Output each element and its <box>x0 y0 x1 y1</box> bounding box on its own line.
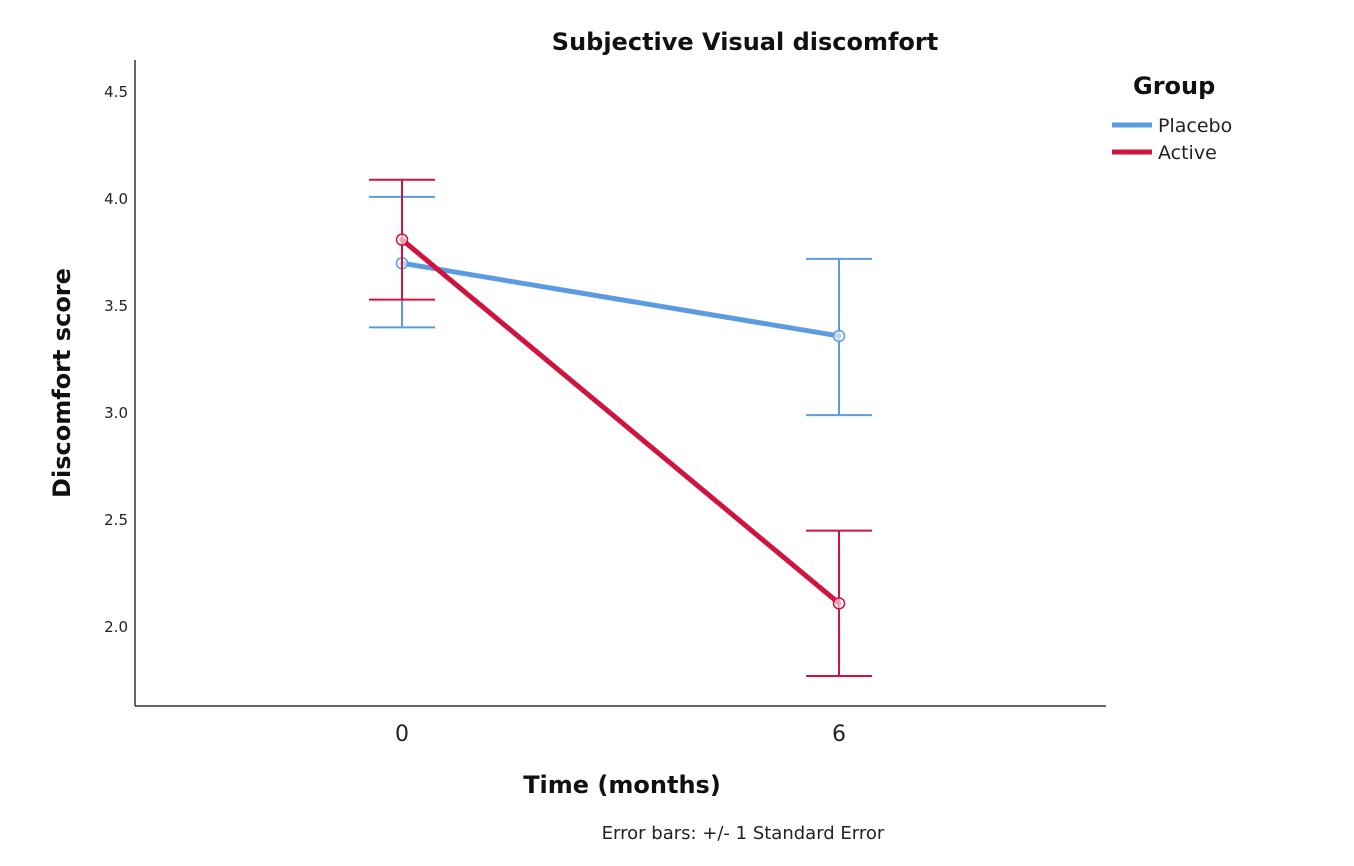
y-tick-label: 2.5 <box>104 511 128 529</box>
y-tick-label: 2.0 <box>104 618 128 636</box>
x-tick-label: 0 <box>395 722 409 747</box>
error-bar-footnote: Error bars: +/- 1 Standard Error <box>602 823 885 844</box>
chart-title: Subjective Visual discomfort <box>552 28 938 56</box>
data-point <box>832 597 846 610</box>
legend-items: Placebo Active <box>1112 115 1232 164</box>
legend-title: Group <box>1133 72 1215 100</box>
series-placebo <box>369 195 872 417</box>
legend-label: Active <box>1158 142 1217 164</box>
y-tick-label: 4.5 <box>104 83 128 101</box>
y-axis-title: Discomfort score <box>48 268 76 498</box>
legend-item-active: Active <box>1112 142 1217 164</box>
x-axis-title: Time (months) <box>523 771 721 799</box>
legend-item-placebo: Placebo <box>1112 115 1232 137</box>
y-tick-label: 4.0 <box>104 190 128 208</box>
series-layer <box>369 178 872 678</box>
legend-label: Placebo <box>1158 115 1232 137</box>
series-line <box>399 237 842 606</box>
data-point <box>832 329 846 343</box>
axes <box>134 60 1106 707</box>
series-active <box>369 178 872 678</box>
data-point <box>395 233 409 246</box>
y-tick-label: 3.0 <box>104 404 128 422</box>
x-tick-label: 6 <box>832 722 846 747</box>
y-tick-labels: 2.0 2.5 3.0 3.5 4.0 4.5 <box>104 83 128 636</box>
series-line <box>399 260 842 339</box>
legend: Group Placebo Active <box>1112 72 1232 164</box>
y-tick-label: 3.5 <box>104 297 128 315</box>
